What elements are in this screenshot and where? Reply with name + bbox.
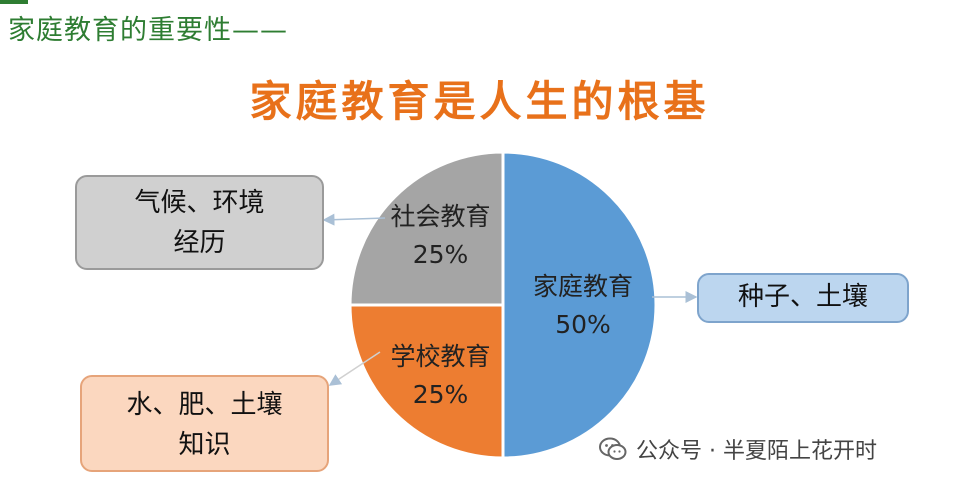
slice-name-school: 学校教育 (390, 342, 491, 371)
connector-school (328, 351, 381, 386)
slice-label-family: 家庭教育 50% (518, 268, 648, 344)
slice-percent-social: 25% (412, 240, 469, 269)
slice-percent-school: 25% (412, 380, 469, 409)
slice-percent-family: 50% (555, 310, 611, 339)
annotation-school-line-1: 水、肥、土壤 (126, 390, 283, 420)
top-accent-strip (0, 0, 28, 4)
slice-label-social: 社会教育 25% (378, 198, 503, 274)
annotation-social-line-2: 经历 (173, 228, 226, 258)
slice-label-school: 学校教育 25% (378, 338, 503, 414)
slice-name-social: 社会教育 (390, 202, 491, 231)
watermark-text: 公众号 · 半夏陌上花开时 (636, 439, 877, 464)
annotation-social: 气候、环境 经历 (75, 175, 324, 270)
annotation-social-line-1: 气候、环境 (134, 188, 265, 218)
wechat-icon (599, 437, 627, 460)
pie-slice-school (348, 303, 505, 460)
chart-title: 家庭教育是人生的根基 (249, 77, 710, 126)
annotation-school: 水、肥、土壤 知识 (80, 375, 329, 472)
connector-social (322, 213, 386, 226)
annotation-family: 种子、土壤 (697, 273, 909, 323)
slice-name-family: 家庭教育 (532, 272, 633, 301)
pie-slice-social (348, 150, 505, 307)
annotation-family-line-1: 种子、土壤 (737, 282, 868, 312)
annotation-school-line-2: 知识 (178, 430, 231, 460)
watermark: 公众号 · 半夏陌上花开时 (598, 433, 877, 465)
pie-slice-family (501, 150, 658, 460)
page-heading: 家庭教育的重要性—— (8, 15, 288, 46)
